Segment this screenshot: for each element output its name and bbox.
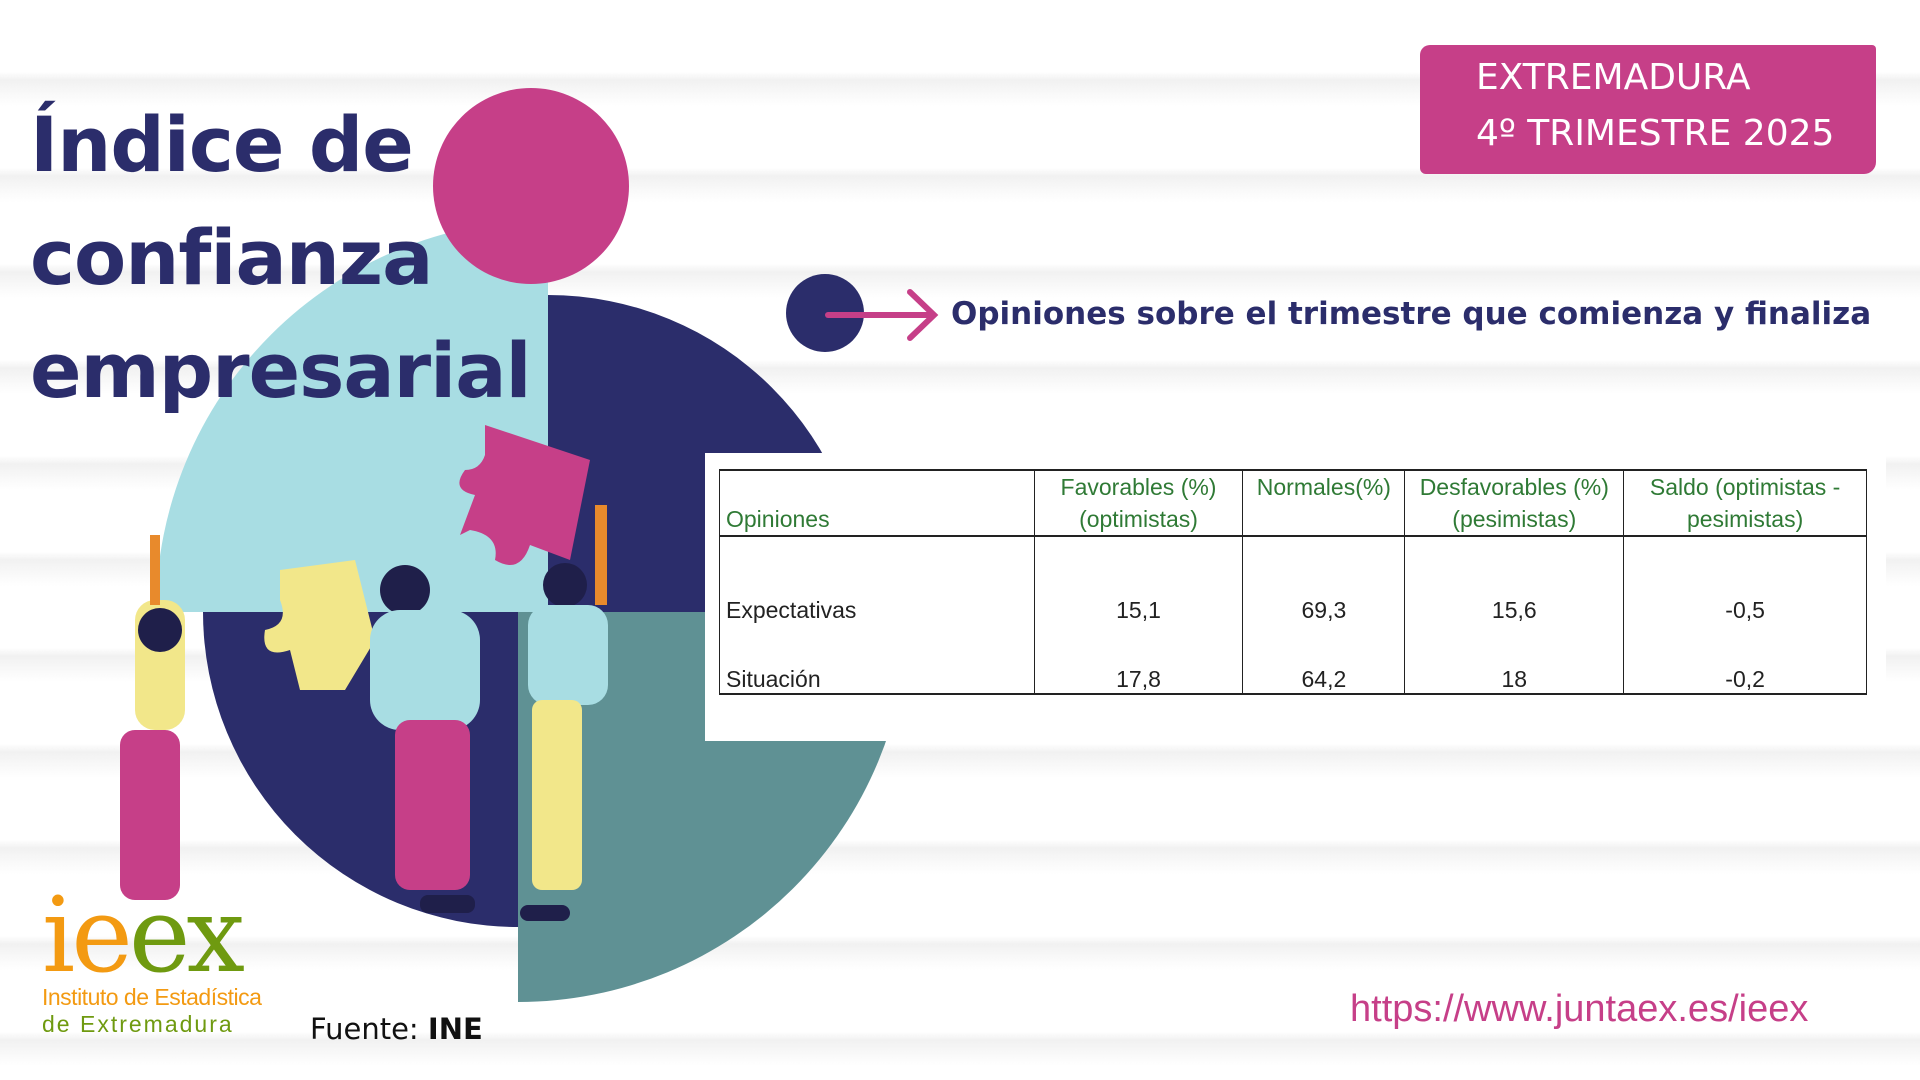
- cell-desfavorables: 15,6: [1404, 536, 1625, 636]
- cell-normales: 69,3: [1242, 536, 1406, 636]
- person-middle: [370, 565, 480, 913]
- cell-normales: 64,2: [1242, 636, 1406, 695]
- row-label: Expectativas: [719, 536, 1035, 636]
- person-right: [520, 505, 608, 921]
- cell-saldo: -0,5: [1623, 536, 1867, 636]
- logo-line2: de Extremadura: [42, 1011, 234, 1037]
- logo-mark: ieex: [42, 874, 245, 996]
- cell-favorables: 17,8: [1033, 636, 1244, 695]
- table-header-row: Opiniones Favorables (%) (optimistas) No…: [719, 469, 1867, 537]
- person-left: [120, 535, 185, 900]
- title-line: empresarial: [30, 326, 532, 415]
- table-row: Expectativas 15,1 69,3 15,6 -0,5: [719, 536, 1867, 636]
- source-label: Fuente:: [310, 1012, 419, 1046]
- header-normales: Normales(%): [1242, 469, 1406, 537]
- title-line: Índice de: [30, 100, 414, 189]
- title-line: confianza: [30, 213, 433, 302]
- banner-region: EXTREMADURA: [1476, 57, 1751, 98]
- row-label: Situación: [719, 636, 1035, 695]
- pink-circle: [433, 88, 629, 284]
- region-period-banner: EXTREMADURA 4º TRIMESTRE 2025: [1420, 45, 1876, 174]
- source-value: INE: [427, 1012, 483, 1046]
- yellow-puzzle-piece: [264, 560, 375, 690]
- table-row: Situación 17,8 64,2 18 -0,2: [719, 636, 1867, 695]
- header-favorables: Favorables (%) (optimistas): [1033, 469, 1244, 537]
- banner-period: 4º TRIMESTRE 2025: [1476, 113, 1835, 154]
- cell-desfavorables: 18: [1404, 636, 1625, 695]
- logo-line1: Instituto de Estadística: [42, 984, 262, 1010]
- cell-saldo: -0,2: [1623, 636, 1867, 695]
- header-desfavorables: Desfavorables (%) (pesimistas): [1404, 469, 1625, 537]
- header-opiniones: Opiniones: [719, 469, 1035, 537]
- page-title: Índice de confianza empresarial: [30, 88, 532, 427]
- website-link[interactable]: https://www.juntaex.es/ieex: [1350, 988, 1809, 1030]
- light-blue-quarter: [156, 220, 548, 612]
- opinions-table: Opiniones Favorables (%) (optimistas) No…: [719, 469, 1867, 695]
- cell-favorables: 15,1: [1033, 536, 1244, 636]
- header-saldo: Saldo (optimistas - pesimistas): [1623, 469, 1867, 537]
- source: Fuente: INE: [310, 1012, 483, 1046]
- ieex-logo: ieex Instituto de Estadística de Extrema…: [42, 874, 262, 1038]
- pink-puzzle-piece: [459, 425, 590, 565]
- arrow-icon: [825, 289, 939, 341]
- section-heading: Opiniones sobre el trimestre que comienz…: [951, 296, 1872, 332]
- navy-bullet-circle: [786, 274, 864, 352]
